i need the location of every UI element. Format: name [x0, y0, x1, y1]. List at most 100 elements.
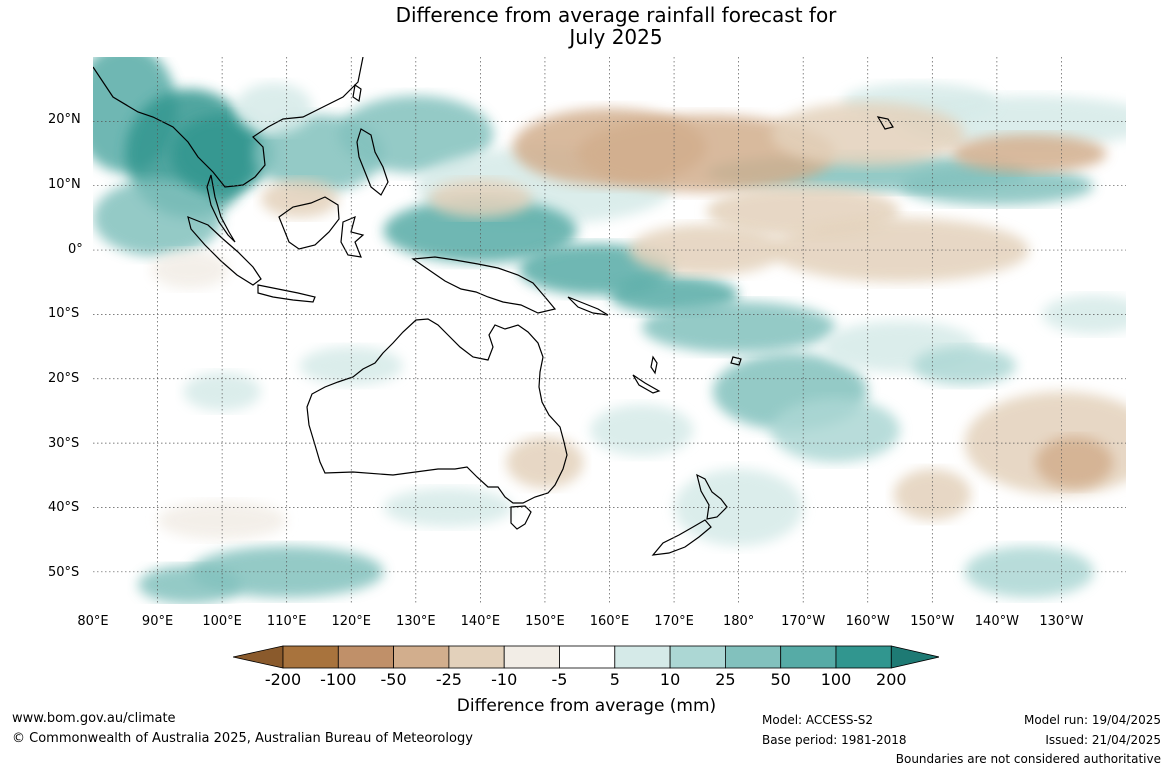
rainfall-anomaly-map — [93, 57, 1126, 604]
coastlines — [93, 57, 894, 556]
lon-label: 110°E — [266, 614, 307, 629]
legend-colorbar — [233, 645, 939, 669]
lat-label-20s: 20°S — [48, 371, 80, 386]
footer-base-period: Base period: 1981-2018 — [762, 733, 907, 747]
footer-model: Model: ACCESS-S2 — [762, 713, 874, 727]
legend-extend-high — [890, 645, 939, 669]
anomaly-region — [151, 250, 229, 289]
lon-label: 130°W — [1039, 614, 1084, 629]
legend-extend-low — [233, 645, 284, 669]
coastline-borneo — [278, 196, 340, 250]
anomaly-region — [590, 404, 694, 456]
lon-label: 140°W — [974, 614, 1019, 629]
anomaly-region — [1035, 436, 1114, 489]
legend-swatch — [559, 645, 616, 669]
footer-copyright: © Commonwealth of Australia 2025, Austra… — [12, 731, 473, 746]
legend-tick-label: 100 — [820, 670, 852, 689]
legend-tick-label: 10 — [659, 670, 681, 689]
footer-website: www.bom.gov.au/climate — [12, 711, 176, 726]
map-title: Difference from average rainfall forecas… — [0, 4, 1173, 48]
legend-tick-label: 200 — [876, 670, 907, 689]
coastline-hawaii — [876, 116, 894, 130]
lon-label: 170°E — [654, 614, 694, 629]
footer-model-run: Model run: 19/04/2025 — [1023, 713, 1161, 727]
legend-swatch — [724, 645, 782, 669]
anomaly-region — [770, 398, 901, 463]
coastline-sumatra — [187, 216, 262, 286]
legend-tick-label: 25 — [715, 670, 736, 689]
lon-label: 90°E — [141, 614, 174, 629]
coastline-sulawesi — [340, 215, 365, 258]
anomaly-region — [893, 468, 972, 521]
lon-label: 170°W — [781, 614, 826, 629]
anomaly-region — [951, 134, 1107, 173]
coastline-australia — [306, 318, 568, 504]
legend-swatch — [337, 645, 395, 669]
coastline-vanuatu — [650, 355, 658, 375]
legend-swatch — [282, 645, 339, 669]
legend-tick-label: -200 — [264, 670, 302, 689]
lat-label-50s: 50°S — [48, 565, 80, 580]
lon-label: 150°E — [525, 614, 565, 629]
legend-tick-label: 5 — [609, 670, 620, 689]
graticule — [93, 57, 1126, 604]
coastline-taiwan — [352, 83, 362, 103]
legend-tick-label: -5 — [551, 670, 568, 689]
legend-swatch — [503, 645, 560, 669]
anomaly-region — [235, 82, 313, 135]
lon-label: 120°E — [331, 614, 372, 629]
coastline-fiji — [730, 356, 742, 366]
coastline-new-zealand-north — [696, 473, 728, 520]
coastline-asia — [93, 57, 364, 188]
lat-label-20n: 20°N — [48, 112, 81, 127]
anomaly-region — [912, 346, 1017, 386]
legend-swatch — [393, 645, 450, 669]
coastline-tasmania — [510, 505, 532, 530]
lon-label: 180° — [722, 614, 755, 629]
legend-swatch — [614, 645, 671, 669]
legend-swatch — [669, 645, 726, 669]
legend-swatch — [835, 645, 892, 669]
map-title-line-1: Difference from average rainfall forecas… — [395, 3, 837, 27]
legend-tick-label: 50 — [770, 670, 791, 689]
coastline-philippines — [356, 128, 389, 196]
coastline-java — [257, 284, 316, 303]
legend-tick-label: -100 — [320, 670, 357, 689]
map-title-line-2: July 2025 — [569, 25, 663, 49]
lat-label-30s: 30°S — [48, 436, 80, 451]
anomaly-region — [428, 179, 533, 218]
anomaly-region — [1042, 295, 1126, 334]
legend-swatch — [780, 645, 837, 669]
lon-label: 160°W — [845, 614, 890, 629]
anomaly-region — [183, 372, 261, 411]
lat-label-10n: 10°N — [48, 177, 81, 192]
footer-issued: Issued: 21/04/2025 — [1045, 733, 1161, 747]
lat-label-equator: 0° — [68, 242, 83, 257]
anomaly-region — [770, 217, 1030, 283]
coastline-new-guinea — [411, 256, 557, 314]
anomaly-region — [260, 179, 339, 218]
lat-label-40s: 40°S — [48, 500, 80, 515]
lon-label: 150°W — [910, 614, 955, 629]
lon-label: 100°E — [202, 614, 242, 629]
anomaly-region — [138, 565, 242, 604]
anomaly-region — [383, 198, 578, 263]
lon-label: 140°E — [460, 614, 501, 629]
coastline-malay-peninsula — [206, 174, 236, 243]
lon-label: 80°E — [77, 614, 109, 629]
lon-label: 160°E — [589, 614, 630, 629]
legend-label: Difference from average (mm) — [456, 696, 717, 716]
footer-disclaimer: Boundaries are not considered authoritat… — [895, 752, 1161, 766]
lon-label: 130°E — [396, 614, 436, 629]
coastline-new-caledonia — [632, 374, 661, 394]
legend-tick-label: -10 — [491, 670, 518, 689]
coastline-solomons — [567, 296, 609, 316]
anomaly-region — [674, 468, 804, 547]
lat-label-10s: 10°S — [48, 306, 80, 321]
anomaly-region — [157, 501, 287, 540]
map-canvas — [93, 57, 1126, 604]
legend-swatch — [448, 645, 505, 669]
legend-tick-label: -50 — [380, 670, 407, 689]
legend-tick-label: -25 — [435, 670, 462, 689]
coastline-new-zealand-south — [651, 519, 712, 556]
